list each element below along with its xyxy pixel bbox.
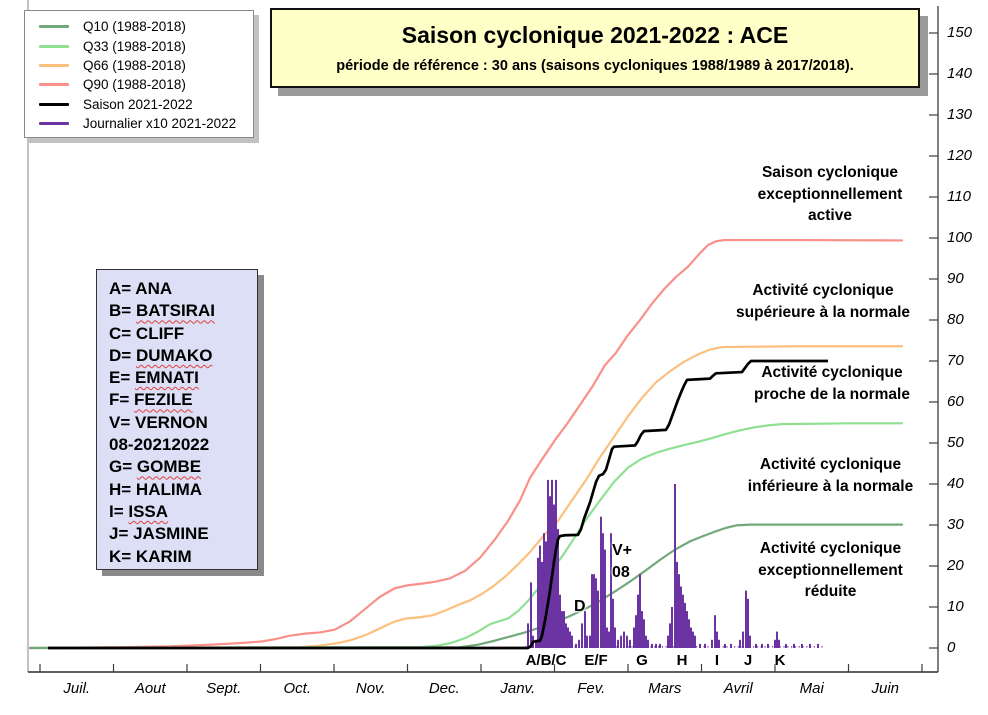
month-label: Avril [723,680,753,697]
legend-label: Q33 (1988-2018) [83,38,186,54]
month-label: Sept. [206,680,242,697]
quantile-curve-q10 [28,523,904,650]
legend-label: Journalier x10 2021-2022 [83,116,237,132]
storm-name-item: E= EMNATI [109,368,199,388]
annotation-below-normal: Activité cyclonique inférieure à la norm… [747,456,914,495]
legend-item: Journalier x10 2021-2022 [25,114,253,133]
annotation-near-normal: Activité cyclonique proche de la normale [754,364,910,403]
legend-label: Q90 (1988-2018) [83,77,186,93]
chart-title: Saison cyclonique 2021-2022 : ACE [401,22,789,48]
month-label: Dec. [428,680,460,697]
month-label: Janv. [500,680,536,697]
storm-name-item: J= JASMINE [109,524,209,544]
storm-name-item: H= HALIMA [109,479,203,499]
misspelled-storm-name: FEZILE [134,390,193,410]
legend-item: Q10 (1988-2018) [25,17,253,36]
misspelled-storm-name: DUMAKO [135,345,213,365]
misspelled-storm-name: ISSA [128,501,169,521]
legend-item: Saison 2021-2022 [25,95,253,114]
month-label: Mars [648,680,682,697]
legend-swatch [39,83,69,87]
legend-item: Q33 (1988-2018) [25,36,253,55]
legend-item: Q90 (1988-2018) [25,75,253,94]
month-label: Juil. [63,680,91,697]
month-label: Juin [871,680,900,697]
season-2021-2022-line [48,359,828,650]
month-label: Nov. [355,680,386,697]
legend-label: Saison 2021-2022 [83,96,193,112]
storm-name-item: G= GOMBE [109,457,202,477]
legend-swatch [39,44,69,48]
legend-swatch [39,63,69,67]
chart-title-box: Saison cyclonique 2021-2022 : ACE périod… [270,8,920,88]
legend-label: Q66 (1988-2018) [83,57,186,73]
storm-name-item: F= FEZILE [109,390,193,410]
storm-name-item: D= DUMAKO [109,345,213,365]
misspelled-storm-name: GOMBE [136,457,202,477]
legend-item: Q66 (1988-2018) [25,56,253,75]
storm-names-box: A= ANA B= BATSIRAI C= CLIFF D= DUMAKO E= EMN… [96,269,258,570]
legend-swatch [39,102,69,106]
month-label: Mai [799,680,824,697]
storm-name-item: V= VERNON [109,412,208,432]
storm-name-item: A= ANA [109,279,173,298]
annotation-above-normal: Activité cyclonique supérieure à la norm… [735,282,911,321]
legend: Q10 (1988-2018) Q33 (1988-2018) Q66 (1988-… [24,10,254,138]
quantile-curve-q90 [28,238,904,650]
month-label: Oct. [283,680,311,697]
legend-swatch [39,25,69,29]
storm-name-item: B= BATSIRAI [109,301,215,321]
quantile-curve-q33 [28,422,904,650]
quantile-curve-q66 [28,345,904,650]
storm-name-item: I= ISSA [109,501,169,521]
storm-name-item: K= KARIM [109,546,192,566]
misspelled-storm-name: EMNATI [135,368,199,388]
storm-name-item: C= CLIFF [109,323,185,343]
legend-label: Q10 (1988-2018) [83,19,186,35]
annotation-exceptionally-active: Saison cyclonique exceptionnellement act… [757,164,903,224]
month-label: Fev. [577,680,606,697]
misspelled-storm-name: BATSIRAI [135,301,215,321]
x-axis-month-labels: Juil. Aout Sept. Oct. Nov. Dec. Janv. Fev. Mars A… [0,680,988,704]
annotation-exceptionally-reduced: Activité cyclonique exceptionnellement r… [758,540,903,600]
storm-name-item: 08-20212022 [109,435,210,455]
legend-swatch [39,122,69,126]
chart-subtitle: période de référence : 30 ans (saisons c… [336,58,854,74]
month-label: Aout [134,680,166,697]
